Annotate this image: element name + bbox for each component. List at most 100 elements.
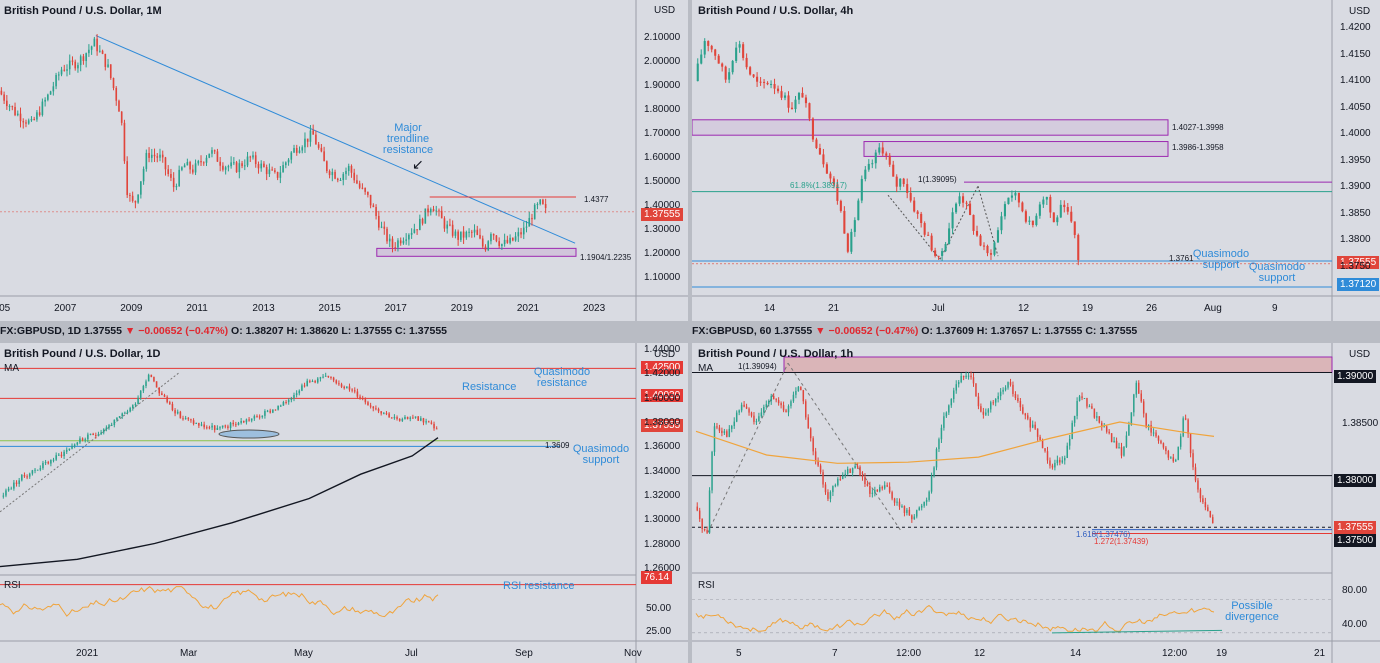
h1-candle bbox=[1054, 462, 1056, 468]
h1-candle bbox=[1162, 443, 1165, 448]
daily-candle bbox=[169, 402, 171, 404]
h1-candle bbox=[1061, 460, 1064, 463]
daily-candle bbox=[84, 439, 87, 441]
h1-candle bbox=[1170, 457, 1172, 459]
daily-pill-price: 1.37555 bbox=[641, 419, 684, 432]
monthly-candle bbox=[429, 209, 432, 213]
h4-candle bbox=[794, 99, 797, 110]
h4-candle bbox=[920, 213, 923, 224]
h4-chart-panel[interactable]: British Pound / U.S. Dollar, 4h USD 1.40… bbox=[692, 0, 1380, 321]
h1-candle bbox=[814, 451, 817, 461]
h1-chart-panel[interactable]: British Pound / U.S. Dollar, 1h MA RSI U… bbox=[692, 343, 1380, 663]
monthly-candle bbox=[462, 231, 465, 238]
h1-candle bbox=[1199, 489, 1202, 499]
monthly-candle bbox=[353, 172, 356, 181]
daily-x-tick: Jul bbox=[405, 648, 418, 659]
h1-divergence: Possible divergence bbox=[1225, 600, 1279, 623]
h4-candle bbox=[815, 139, 818, 149]
h1-candle bbox=[940, 427, 943, 440]
h1-candle bbox=[1133, 394, 1135, 413]
daily-candle bbox=[266, 410, 269, 412]
h1-candle bbox=[721, 430, 723, 433]
h1-candle bbox=[1145, 413, 1147, 428]
daily-y-tick: 1.28000 bbox=[644, 538, 681, 550]
daily-candle bbox=[208, 427, 211, 429]
daily-y-tick: 1.42000 bbox=[644, 368, 681, 380]
monthly-candle bbox=[544, 204, 547, 209]
daily-candle bbox=[322, 376, 324, 378]
daily-candle bbox=[290, 398, 293, 400]
h1-candle bbox=[763, 406, 765, 413]
monthly-candle bbox=[96, 38, 98, 52]
h4-candle bbox=[1014, 192, 1017, 196]
h1-chart-canvas[interactable] bbox=[692, 343, 1380, 663]
daily-candle bbox=[293, 395, 295, 399]
monthly-chart-canvas[interactable] bbox=[0, 0, 688, 321]
h4-x-tick: Aug bbox=[1204, 303, 1222, 314]
h4-candle bbox=[825, 164, 828, 174]
monthly-y-tick: 2.10000 bbox=[644, 32, 681, 43]
monthly-candle bbox=[342, 174, 345, 180]
h1-candle bbox=[1157, 436, 1160, 441]
h4-candle bbox=[717, 55, 720, 64]
h1-candle bbox=[819, 465, 822, 473]
h1-candle bbox=[901, 506, 903, 508]
daily-candle bbox=[219, 427, 221, 429]
h1-candle bbox=[911, 515, 913, 520]
h4-candle bbox=[941, 251, 944, 256]
daily-candle bbox=[71, 445, 73, 449]
monthly-candle bbox=[14, 106, 16, 116]
monthly-candle bbox=[123, 122, 126, 162]
daily-candle bbox=[256, 416, 258, 418]
monthly-candle bbox=[63, 69, 66, 71]
monthly-x-tick: 2019 bbox=[450, 303, 473, 314]
h4-candle bbox=[958, 196, 961, 204]
monthly-candle bbox=[361, 187, 364, 189]
h4-candle bbox=[801, 92, 804, 98]
monthly-candle bbox=[25, 122, 27, 124]
h1-candle bbox=[1150, 425, 1152, 433]
h4-chart-canvas[interactable] bbox=[692, 0, 1380, 321]
h1-candle bbox=[906, 509, 908, 513]
monthly-candle bbox=[506, 239, 509, 243]
daily-chart-panel[interactable]: British Pound / U.S. Dollar, 1D MA RSI U… bbox=[0, 343, 688, 663]
monthly-level-label: 1.4377 bbox=[584, 195, 609, 204]
daily-level-label: 1.3609 bbox=[545, 441, 570, 450]
h1-candle bbox=[1019, 400, 1022, 408]
h1-candle bbox=[755, 421, 758, 423]
h4-candle bbox=[818, 148, 821, 155]
daily-candle bbox=[420, 418, 422, 421]
daily-candle bbox=[205, 427, 208, 429]
daily-candle bbox=[406, 416, 409, 419]
h4-candle bbox=[885, 153, 888, 156]
daily-candle bbox=[393, 417, 396, 419]
daily-candle bbox=[245, 419, 248, 423]
monthly-candle bbox=[276, 171, 279, 178]
daily-candle bbox=[364, 399, 367, 403]
monthly-candle bbox=[219, 161, 221, 166]
h1-candle bbox=[918, 507, 920, 511]
daily-candle bbox=[277, 405, 279, 410]
monthly-candle bbox=[148, 152, 150, 158]
daily-chart-canvas[interactable] bbox=[0, 343, 688, 663]
h1-change: ▼ −0.00652 (−0.47%) bbox=[815, 325, 919, 337]
h1-candle bbox=[1024, 413, 1027, 416]
h1-candle bbox=[876, 489, 879, 492]
daily-candle bbox=[92, 433, 94, 435]
h1-candle bbox=[920, 505, 923, 508]
monthly-chart-panel[interactable]: British Pound / U.S. Dollar, 1M USD Majo… bbox=[0, 0, 688, 321]
daily-candle bbox=[235, 424, 237, 426]
h1-candle bbox=[790, 401, 792, 407]
monthly-candle bbox=[131, 195, 134, 201]
h1-candle bbox=[738, 410, 740, 413]
h1-rsi-tick: 80.00 bbox=[1342, 585, 1368, 597]
daily-y-tick: 1.36000 bbox=[644, 441, 681, 453]
h1-candle bbox=[1192, 453, 1194, 468]
monthly-candle bbox=[391, 238, 394, 248]
monthly-candle bbox=[186, 161, 189, 166]
h1-candle bbox=[827, 492, 829, 499]
monthly-candle bbox=[99, 50, 101, 52]
h4-candle bbox=[878, 147, 881, 153]
h4-candle bbox=[804, 97, 808, 104]
h1-candle bbox=[1108, 431, 1110, 434]
